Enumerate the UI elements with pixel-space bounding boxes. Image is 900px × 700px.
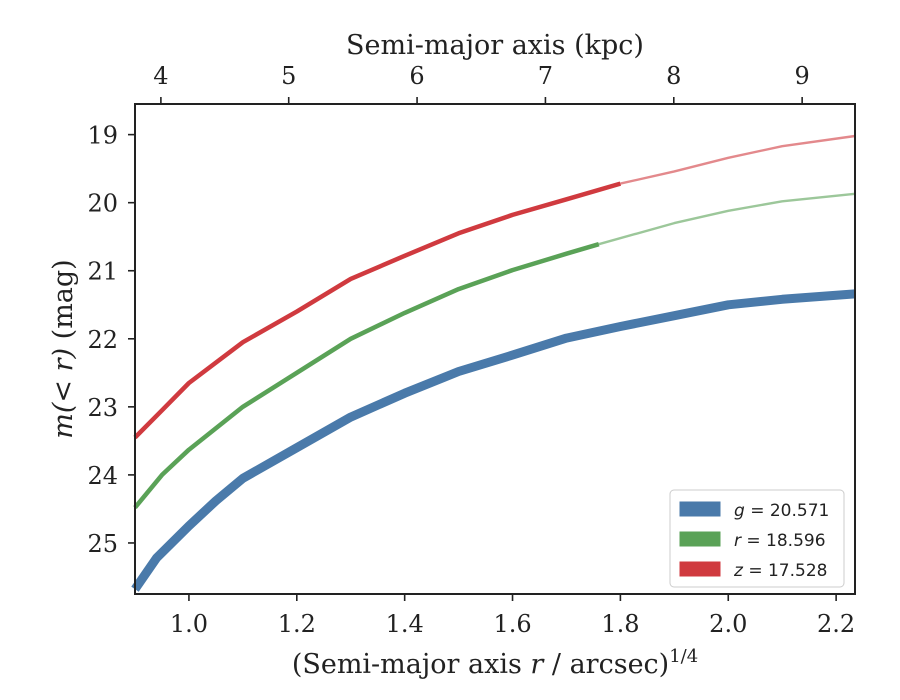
series-extrapolated-line-r [598,192,856,246]
series-extrapolated-line-z [620,134,856,185]
y-tick-label: 19 [87,122,118,150]
legend-swatch-g [679,501,721,517]
top-tick-label: 5 [281,62,296,90]
y-tick-label: 21 [87,258,118,286]
top-tick-label: 9 [795,62,810,90]
legend-label-r: r = 18.596 [734,531,826,551]
series-line-r [133,242,600,510]
x-tick-label: 1.2 [278,610,316,638]
legend-label-z: z = 17.528 [733,561,827,581]
x-tick-label: 1.6 [493,610,531,638]
plot-frame [134,103,856,595]
y-tick-label: 24 [87,462,118,490]
legend: g = 20.571 r = 18.596 z = 17.528 [669,489,845,588]
x-axis-title: (Semi-major axis r / arcsec)1/4 [292,646,698,680]
bottom-axis: 1.0 1.2 1.4 1.6 1.8 2.0 2.2 [170,594,855,638]
series-line-g [131,289,856,592]
legend-swatch-r [679,531,721,547]
y-tick-label: 23 [87,394,118,422]
top-axis: 4 5 6 7 8 9 [153,62,810,104]
x-tick-label: 1.8 [601,610,639,638]
x-tick-label: 1.4 [386,610,424,638]
x-tick-label: 1.0 [170,610,208,638]
left-axis: 19 20 21 22 23 24 25 [87,122,135,558]
legend-swatch-z [679,561,721,577]
y-tick-label: 22 [87,326,118,354]
top-tick-label: 7 [538,62,553,90]
y-axis-title: m(< r) (mag) [48,259,79,438]
top-tick-label: 4 [153,62,168,90]
y-tick-label: 25 [87,530,118,558]
x-tick-label: 2.0 [709,610,747,638]
y-tick-label: 20 [87,190,118,218]
legend-label-g: g = 20.571 [734,501,829,521]
top-axis-title: Semi-major axis (kpc) [346,30,644,61]
top-tick-label: 6 [409,62,424,90]
top-tick-label: 8 [666,62,681,90]
series-line-z [133,181,622,440]
series-lines [131,134,856,592]
x-tick-label: 2.2 [817,610,855,638]
